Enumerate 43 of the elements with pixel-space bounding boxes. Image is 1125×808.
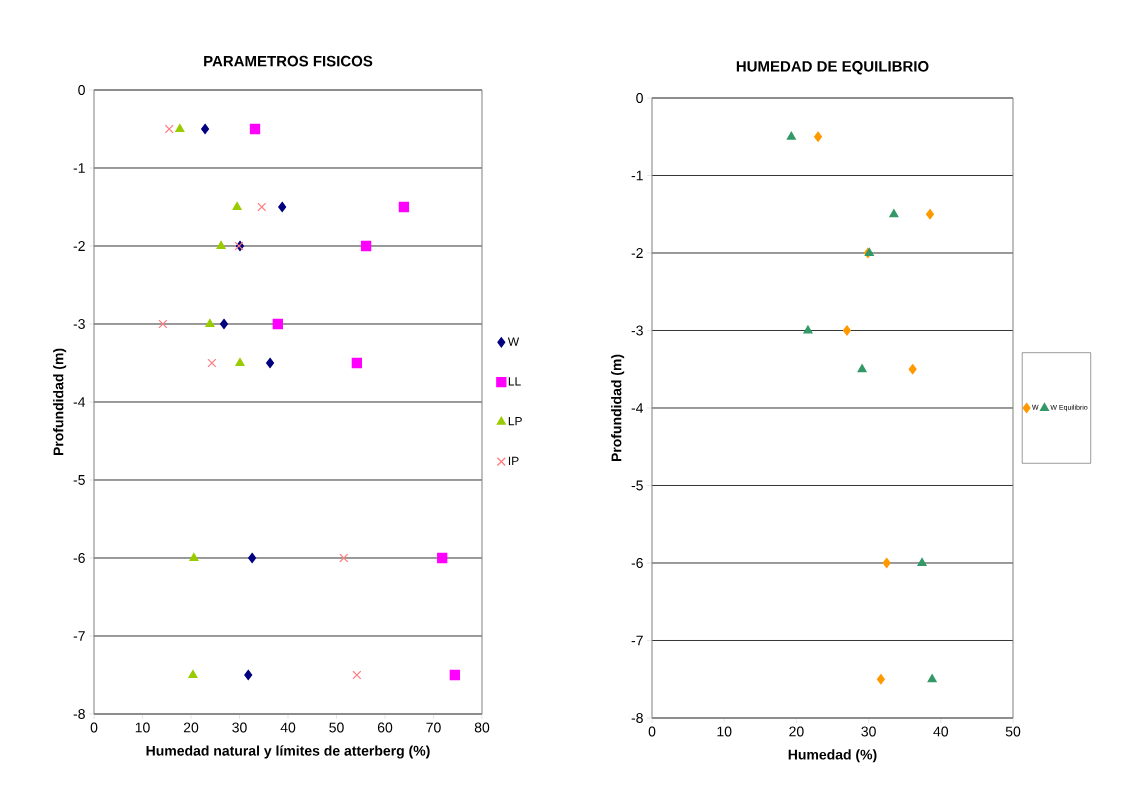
x-tick-label: 50 [329, 722, 344, 733]
y-tick-label: -8 [73, 709, 85, 719]
y-tick-label: -5 [631, 480, 643, 491]
y-tick-label: -6 [73, 553, 85, 563]
y-axis-title: Profundidad (m) [611, 354, 625, 462]
y-tick-label: -1 [73, 163, 85, 173]
x-tick-label: 30 [232, 722, 247, 733]
y-tick-label: -5 [73, 475, 85, 485]
y-tick-label: -2 [631, 248, 643, 258]
y-tick-label: 0 [636, 93, 643, 103]
y-tick-label: -7 [73, 631, 85, 641]
y-tick-label: -3 [631, 325, 643, 336]
x-tick-label: 80 [474, 722, 490, 733]
x-tick-label: 20 [183, 722, 199, 733]
chart-title: PARAMETROS FISICOS [204, 55, 373, 67]
legend-label: LL [508, 377, 521, 386]
x-tick-label: 40 [933, 726, 949, 737]
x-tick-label: 70 [426, 722, 441, 733]
legend-label: W [507, 337, 520, 346]
x-tick-label: 0 [90, 722, 98, 733]
x-tick-label: 20 [789, 726, 804, 737]
x-axis-title: Humedad (%) [788, 749, 877, 763]
y-axis-title: Profundidad (m) [53, 348, 67, 456]
y-tick-label: -3 [73, 319, 85, 329]
legend-label: IP [508, 456, 519, 465]
x-tick-label: 0 [648, 726, 656, 737]
x-tick-label: 40 [280, 722, 296, 733]
y-tick-label: -4 [631, 403, 644, 413]
chart-title: HUMEDAD DE EQUILIBRIO [736, 61, 929, 75]
legend-label: LP [508, 416, 522, 426]
y-tick-label: -6 [631, 558, 643, 568]
x-tick-label: 10 [135, 722, 150, 733]
x-tick-label: 30 [861, 726, 876, 737]
y-tick-label: -7 [631, 635, 643, 646]
y-tick-label: -4 [73, 397, 86, 407]
y-tick-label: -8 [631, 713, 643, 723]
x-tick-label: 10 [717, 726, 732, 737]
x-tick-label: 60 [377, 722, 393, 733]
y-tick-label: -2 [73, 241, 85, 251]
y-tick-label: -1 [631, 170, 643, 181]
y-tick-label: 0 [78, 85, 85, 95]
x-axis-title: Humedad natural y límites de atterberg (%) [146, 745, 430, 759]
x-tick-label: 50 [1005, 726, 1021, 737]
